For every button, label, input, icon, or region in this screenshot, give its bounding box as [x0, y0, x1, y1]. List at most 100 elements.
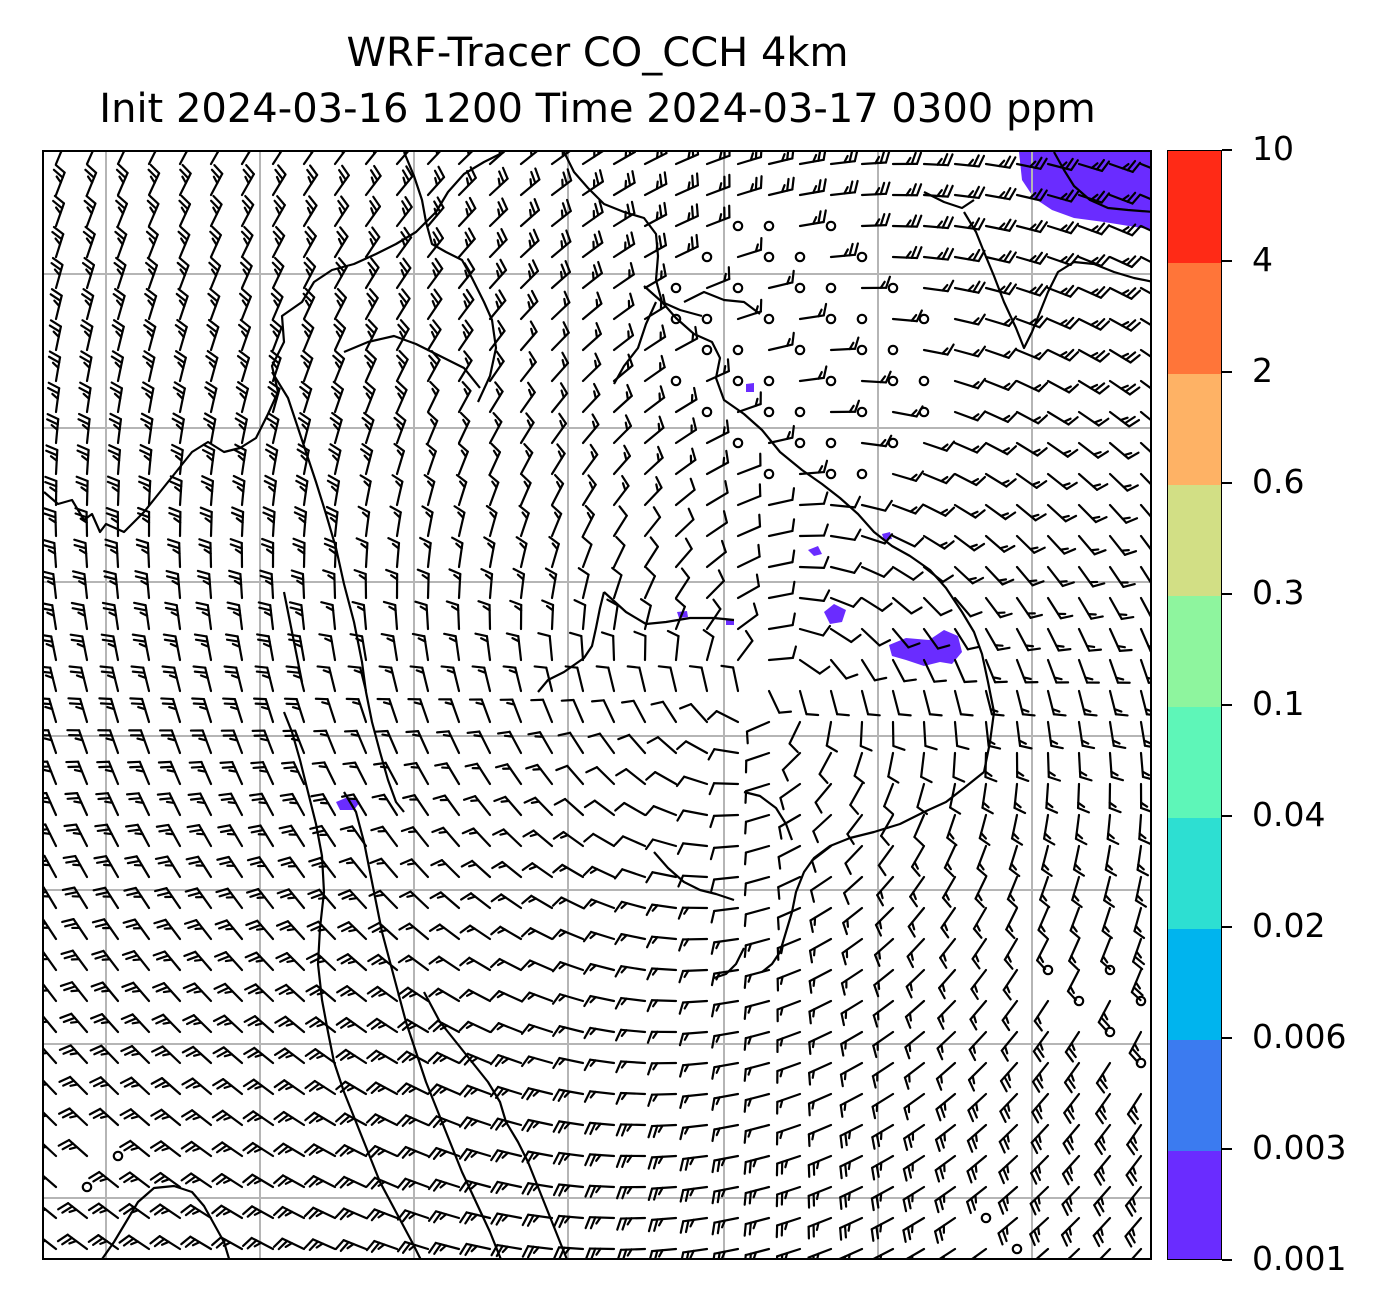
wind-barb-feather	[45, 449, 59, 457]
wind-barb-feather	[92, 1111, 106, 1120]
wind-barb-staff	[1015, 689, 1025, 716]
wind-barb-staff	[498, 957, 523, 972]
wind-barb-staff	[162, 982, 182, 1003]
wind-barb-feather	[913, 537, 925, 548]
wind-barb-feather	[399, 330, 405, 340]
wind-barb-feather	[822, 178, 827, 192]
wind-barb-feather	[242, 1173, 254, 1184]
wind-barb-feather	[1031, 580, 1045, 587]
wind-barb-feather	[76, 449, 90, 457]
wind-barb-feather	[484, 573, 493, 581]
wind-barb-staff	[364, 357, 377, 383]
wind-barb-staff	[54, 152, 63, 166]
wind-barb-staff	[426, 237, 444, 259]
calm-wind-circle	[794, 282, 806, 294]
wind-barb-feather	[1082, 708, 1092, 713]
wind-barb-staff	[781, 751, 802, 771]
wind-barb-feather	[939, 1074, 943, 1084]
wind-barb-feather	[349, 765, 359, 769]
wind-barb-feather	[1070, 954, 1077, 964]
wind-barb-staff	[939, 937, 957, 959]
wind-barb-feather	[387, 537, 401, 545]
wind-barb-staff	[297, 666, 306, 693]
wind-barb-feather	[512, 567, 526, 576]
wind-barb-feather	[879, 1192, 883, 1202]
wind-barb-feather	[216, 1018, 230, 1026]
wind-barb-feather	[551, 928, 562, 940]
wind-barb-feather	[811, 1131, 815, 1141]
wind-barb-feather	[463, 1149, 474, 1162]
wind-barb-feather	[44, 512, 57, 519]
wind-barb-staff	[1046, 751, 1050, 779]
wind-barb-staff	[404, 1114, 430, 1127]
wind-barb-feather	[589, 996, 597, 1004]
wind-barb-feather	[430, 292, 440, 305]
wind-barb-feather	[717, 569, 725, 583]
wind-barb-feather	[822, 523, 829, 537]
wind-barb-feather	[1032, 1050, 1042, 1063]
wind-barb-feather	[146, 330, 154, 339]
wind-barb-feather	[149, 175, 156, 184]
wind-barb-staff	[1125, 1154, 1143, 1177]
wind-barb-staff	[1033, 999, 1050, 1023]
wind-barb-feather	[530, 170, 537, 185]
wind-barb-feather	[285, 990, 296, 995]
wind-barb-feather	[975, 923, 981, 932]
wind-barb-feather	[1126, 191, 1137, 203]
wind-barb-staff	[333, 327, 347, 352]
wind-barb-feather	[752, 1189, 758, 1199]
wind-barb-feather	[202, 579, 212, 586]
wind-barb-feather	[222, 1178, 232, 1184]
wind-barb-feather	[1006, 1133, 1010, 1143]
wind-barb-feather	[153, 1237, 166, 1248]
wind-barb-feather	[56, 1233, 69, 1243]
wind-barb-feather	[268, 380, 281, 390]
wind-barb-feather	[259, 769, 269, 773]
wind-barb-feather	[528, 351, 537, 364]
wind-barb-feather	[154, 1049, 168, 1057]
wind-barb-feather	[73, 543, 87, 550]
wind-barb-feather	[80, 350, 93, 359]
wind-barb-feather	[644, 838, 654, 851]
wind-barb-feather	[189, 797, 204, 801]
wind-barb-staff	[284, 1015, 306, 1034]
wind-barb-feather	[300, 454, 308, 462]
wind-barb-feather	[1068, 1226, 1072, 1236]
wind-barb-feather	[235, 412, 248, 421]
wind-barb-staff	[250, 1236, 275, 1251]
wind-barb-feather	[339, 1178, 351, 1189]
wind-barb-staff	[209, 295, 221, 321]
wind-barb-feather	[369, 169, 379, 182]
wind-barb-staff	[984, 503, 1007, 521]
wind-barb-feather	[207, 392, 216, 400]
wind-barb-staff	[193, 982, 213, 1003]
wind-barb-feather	[489, 1022, 500, 1034]
wind-barb-staff	[568, 731, 585, 755]
wind-barb-feather	[80, 324, 93, 333]
wind-barb-feather	[1039, 898, 1051, 909]
wind-barb-feather	[183, 919, 198, 925]
wind-barb-feather	[689, 1218, 695, 1228]
wind-barb-feather	[1003, 218, 1012, 231]
wind-barb-feather	[304, 330, 311, 339]
wind-barb-feather	[46, 611, 56, 617]
wind-barb-feather	[242, 168, 253, 180]
wind-barb-feather	[105, 737, 115, 742]
wind-barb-feather	[339, 1051, 352, 1061]
wind-barb-staff	[82, 604, 89, 631]
wind-barb-feather	[242, 1078, 255, 1088]
wind-barb-feather	[396, 380, 408, 392]
coastline-segment	[963, 211, 1150, 350]
wind-barb-staff	[302, 480, 309, 507]
wind-barb-feather	[290, 569, 305, 576]
wind-barb-feather	[163, 958, 173, 962]
wind-barb-feather	[465, 991, 475, 997]
wind-barb-feather	[87, 1234, 100, 1243]
wind-barb-feather	[360, 542, 369, 550]
wind-barb-feather	[477, 600, 491, 607]
wind-barb-feather	[171, 580, 180, 586]
wind-barb-feather	[496, 231, 505, 245]
calm-wind-circle	[856, 468, 868, 480]
wind-barb-feather	[1005, 984, 1011, 994]
wind-barb-staff	[550, 240, 572, 259]
